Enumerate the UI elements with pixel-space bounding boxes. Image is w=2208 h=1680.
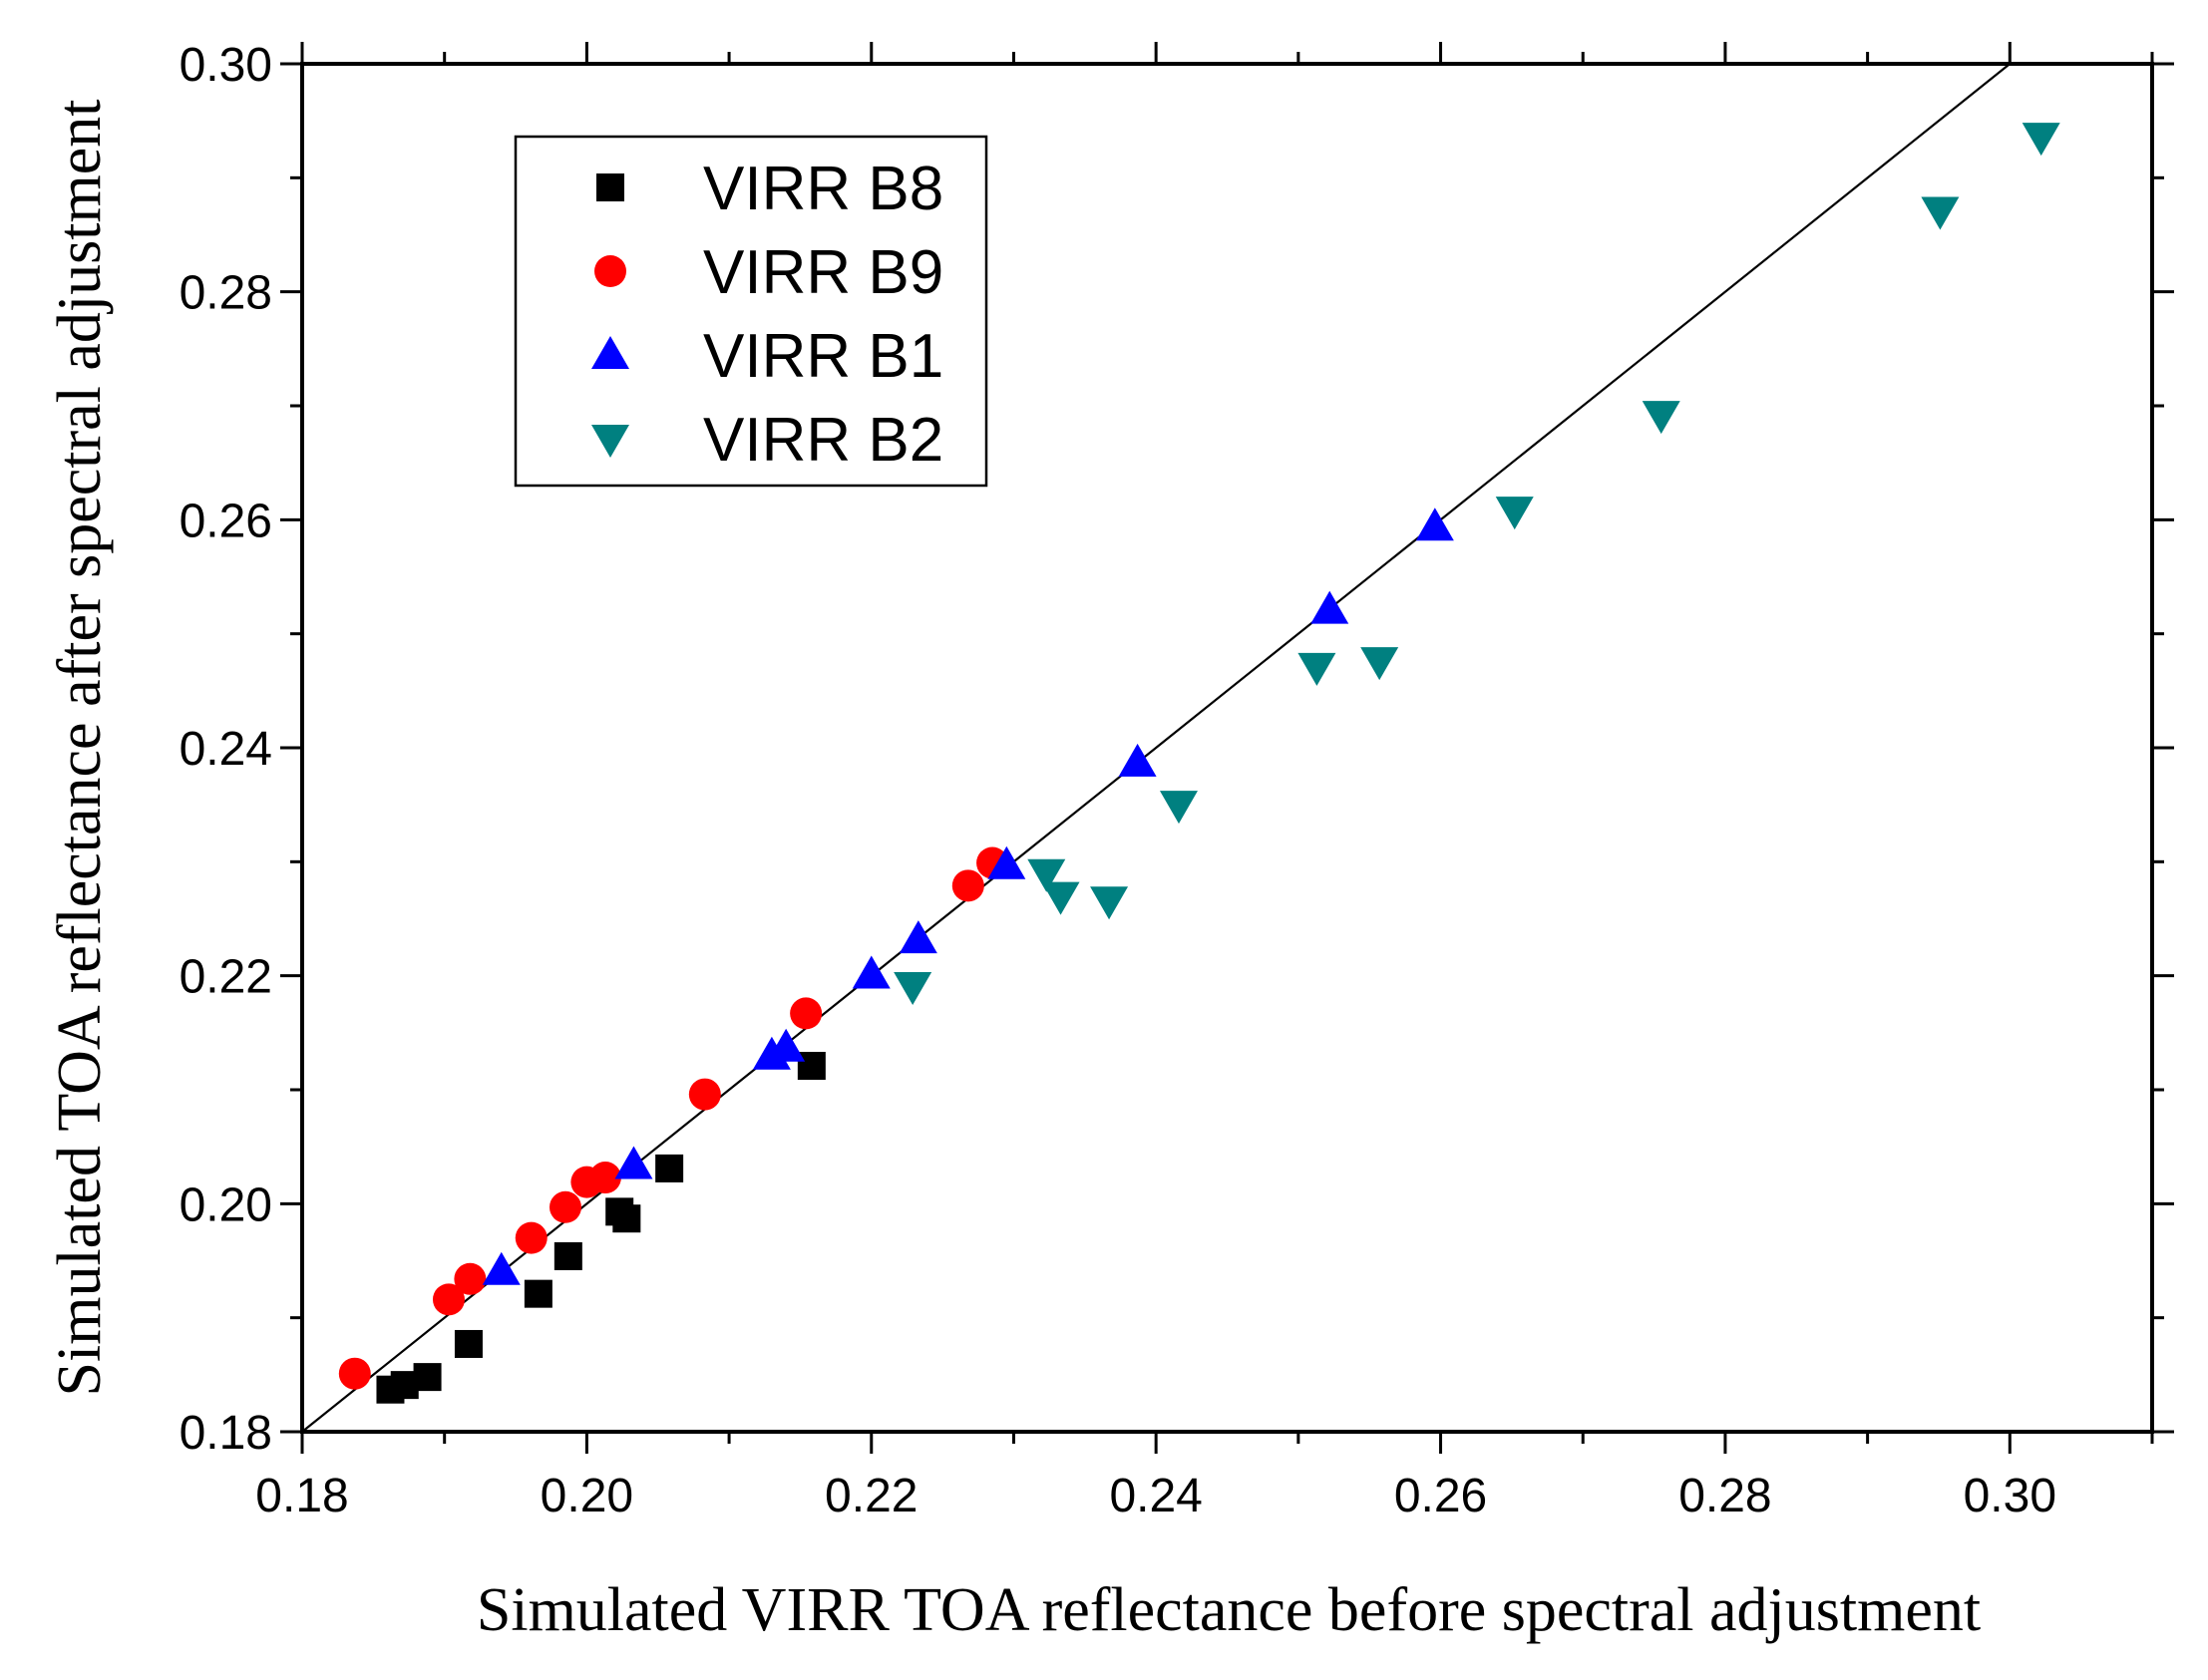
data-point	[1027, 858, 1066, 892]
legend-label: VIRR B8	[703, 155, 943, 223]
data-point	[588, 1162, 621, 1194]
legend-label: VIRR B2	[703, 406, 943, 475]
data-point	[1415, 507, 1454, 541]
legend-label: VIRR B9	[703, 238, 943, 307]
data-point	[1495, 497, 1534, 530]
legend-marker	[594, 255, 626, 287]
data-point	[454, 1329, 483, 1358]
y-tick-label: 0.28	[180, 267, 272, 320]
data-points	[338, 123, 2060, 1404]
series-virr-b2	[894, 123, 2060, 1005]
data-point	[797, 1051, 826, 1080]
legend-label: VIRR B1	[703, 322, 943, 391]
y-tick-label: 0.22	[180, 951, 272, 1004]
data-point	[553, 1241, 582, 1270]
x-tick-label: 0.28	[1678, 1470, 1771, 1522]
data-point	[1360, 647, 1399, 681]
data-point	[614, 1146, 653, 1179]
legend-marker	[591, 336, 629, 369]
data-point	[2022, 123, 2060, 157]
series-virr-b8	[376, 1051, 826, 1404]
reference-line	[301, 63, 2011, 1433]
y-tick-label: 0.30	[180, 39, 272, 92]
data-point	[482, 1251, 521, 1285]
data-point	[987, 845, 1026, 879]
series-virr-b9	[338, 846, 1009, 1390]
legend: VIRR B8 VIRR B9 VIRR B1 VIRR B2	[514, 135, 988, 488]
data-point	[454, 1262, 487, 1295]
data-point	[899, 920, 937, 954]
y-tick-label: 0.20	[180, 1178, 272, 1231]
x-tick-label: 0.26	[1394, 1470, 1487, 1522]
data-point	[790, 997, 823, 1030]
data-point	[1921, 196, 1960, 230]
data-point	[612, 1204, 641, 1233]
legend-marker	[591, 425, 629, 458]
y-axis-title: Simulated TOA reflectance after spectral…	[46, 100, 114, 1397]
y-tick-label: 0.18	[180, 1407, 272, 1460]
data-point	[655, 1154, 684, 1182]
data-point	[524, 1279, 552, 1308]
y-tick-label: 0.24	[180, 723, 272, 776]
series-virr-b1	[482, 507, 1454, 1285]
x-tick-label: 0.20	[541, 1470, 633, 1522]
plot-frame	[300, 62, 2154, 1434]
x-tick-label: 0.22	[825, 1470, 918, 1522]
legend-marker	[596, 173, 624, 201]
data-point	[515, 1221, 548, 1254]
y-tick-label: 0.26	[180, 495, 272, 547]
data-point	[951, 869, 984, 902]
data-point	[432, 1283, 465, 1316]
data-point	[1310, 590, 1349, 624]
tick-labels: 0.18 0.20 0.22 0.24 0.26 0.28 0.30 0.18 0.20 0.22…	[180, 39, 2056, 1522]
data-point	[1090, 886, 1129, 920]
data-point	[1118, 743, 1157, 777]
x-axis-title: Simulated VIRR TOA reflectance before sp…	[477, 1576, 1981, 1644]
data-point	[1297, 652, 1336, 686]
data-point	[1642, 401, 1680, 435]
x-tick-label: 0.18	[255, 1470, 348, 1522]
data-point	[338, 1357, 371, 1390]
data-point	[688, 1078, 721, 1111]
data-point	[767, 1028, 806, 1062]
data-point	[413, 1363, 442, 1392]
data-point	[852, 955, 891, 989]
x-tick-label: 0.30	[1964, 1470, 2056, 1522]
data-point	[1041, 881, 1080, 915]
data-point	[1159, 791, 1198, 825]
data-point	[894, 971, 932, 1005]
x-tick-label: 0.24	[1109, 1470, 1202, 1522]
data-point	[549, 1190, 581, 1223]
